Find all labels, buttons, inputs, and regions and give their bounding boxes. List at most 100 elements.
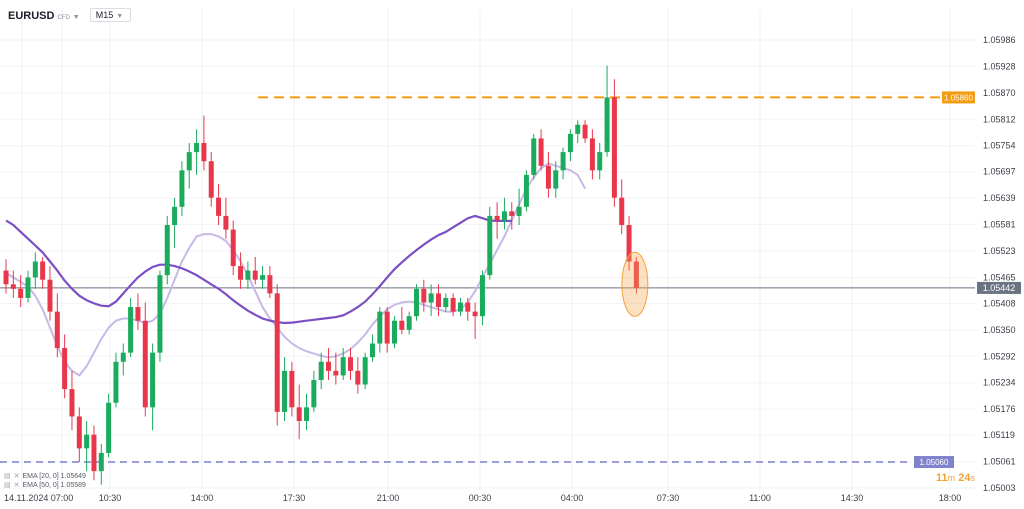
candle-body — [362, 357, 368, 385]
countdown-minutes: 11 — [936, 472, 948, 484]
candle — [465, 297, 471, 321]
candle — [106, 393, 112, 458]
candle-body — [54, 311, 60, 349]
y-tick-label: 1.05812 — [983, 114, 1016, 124]
candle — [62, 334, 68, 399]
x-tick-label: 14:30 — [841, 493, 864, 503]
candle — [494, 202, 500, 239]
candle-body — [223, 215, 229, 230]
close-icon[interactable]: ✕ — [13, 473, 20, 480]
candle-body — [98, 452, 104, 472]
legend-label: EMA [20, 0] 1.05649 — [22, 473, 86, 480]
x-tick-label: 11:00 — [749, 493, 771, 503]
candle-body — [216, 197, 222, 216]
candle-body — [421, 288, 427, 303]
candle-body — [135, 307, 141, 321]
ema50-line — [5, 214, 512, 325]
x-tick-label: 04:00 — [561, 493, 584, 503]
candle-body — [194, 142, 200, 153]
y-tick-label: 1.05350 — [983, 325, 1016, 335]
candle-body — [76, 416, 82, 449]
timeframe-label: M15 — [95, 10, 114, 20]
candle-body — [611, 97, 617, 198]
legend-item-ema50[interactable]: ▤ ✕ EMA [50, 0] 1.05589 — [4, 481, 86, 490]
candle — [304, 393, 310, 431]
y-tick-label: 1.05581 — [983, 220, 1016, 230]
candle-body — [3, 270, 9, 285]
candle-body — [326, 361, 332, 371]
y-tick-label: 1.05119 — [983, 430, 1015, 440]
candle-body — [128, 307, 134, 353]
candle — [501, 197, 507, 230]
close-icon[interactable]: ✕ — [13, 482, 20, 489]
x-tick-label: 18:00 — [939, 493, 962, 503]
ema20-line — [5, 162, 586, 377]
timeframe-selector[interactable]: M15 ▼ — [89, 8, 132, 22]
candle — [318, 352, 324, 390]
y-tick-label: 1.05465 — [983, 272, 1016, 282]
candle-body — [626, 225, 632, 262]
candle-body — [40, 261, 46, 280]
candle-body — [62, 348, 68, 390]
y-tick-label: 1.05003 — [983, 483, 1016, 493]
candle-body — [208, 161, 214, 198]
candle-body — [428, 293, 434, 303]
time-axis: 14.11.2024 07:00 10:30 14:00 17:30 21:00 00:30… — [4, 493, 961, 503]
candle — [311, 370, 317, 412]
candle — [413, 284, 419, 321]
settings-icon[interactable]: ▤ — [4, 482, 11, 489]
candle-body — [575, 124, 581, 134]
candle-body — [252, 270, 258, 280]
candle — [267, 266, 273, 298]
candle — [194, 129, 200, 175]
candle-body — [604, 97, 610, 153]
candle-body — [274, 293, 280, 412]
y-tick-label: 1.05523 — [983, 246, 1016, 256]
candle — [516, 188, 522, 226]
candle — [377, 307, 383, 353]
candle — [179, 161, 185, 216]
highlight-ellipse — [621, 251, 649, 317]
candle-body — [472, 311, 478, 317]
candle — [509, 202, 515, 230]
candle — [326, 348, 332, 380]
candle — [245, 261, 251, 289]
candle-body — [25, 277, 31, 298]
candle — [567, 129, 573, 162]
candle-body — [260, 275, 266, 280]
candle — [25, 270, 31, 303]
candle-body — [340, 357, 346, 376]
candle-body — [560, 152, 566, 171]
legend-item-ema20[interactable]: ▤ ✕ EMA [20, 0] 1.05649 — [4, 472, 86, 481]
candle — [531, 133, 537, 180]
candle — [91, 425, 97, 481]
candle-body — [589, 138, 595, 171]
candle-body — [311, 379, 317, 408]
candle-body — [370, 343, 375, 358]
y-tick-label: 1.05176 — [983, 404, 1016, 414]
candle — [487, 206, 493, 280]
countdown-min-unit: m — [947, 473, 956, 483]
candle — [128, 297, 134, 358]
settings-icon[interactable]: ▤ — [4, 473, 11, 480]
candle-body — [494, 215, 500, 221]
candle — [457, 297, 463, 317]
x-tick-label: 07:00 — [51, 493, 74, 503]
candle — [443, 293, 449, 312]
candle-body — [120, 352, 126, 362]
ema-lines — [5, 162, 586, 377]
candle-body — [465, 302, 471, 312]
candle — [589, 129, 595, 180]
candle — [355, 357, 361, 394]
symbol-selector[interactable]: EURUSD CFD ▼ — [8, 6, 80, 24]
candle-body — [201, 142, 207, 162]
x-tick-label: 21:00 — [377, 493, 400, 503]
candle-body — [150, 352, 156, 408]
candle — [575, 120, 581, 143]
candle-body — [619, 197, 625, 226]
candle-body — [113, 361, 119, 403]
candle-body — [304, 407, 310, 422]
candle — [523, 170, 529, 212]
candle — [406, 311, 412, 335]
